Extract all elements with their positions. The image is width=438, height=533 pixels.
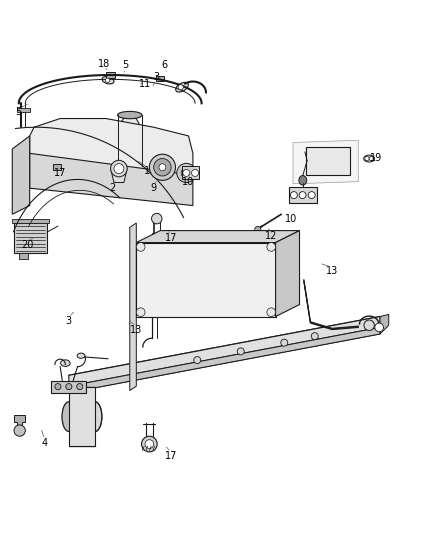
Ellipse shape (176, 82, 188, 92)
Circle shape (364, 320, 374, 330)
Circle shape (114, 164, 124, 174)
Text: 18: 18 (98, 59, 110, 69)
Circle shape (66, 384, 72, 390)
Circle shape (369, 156, 374, 161)
Bar (53, 164, 60, 170)
Polygon shape (12, 136, 30, 214)
Circle shape (141, 436, 157, 452)
Circle shape (299, 192, 306, 199)
Circle shape (177, 163, 196, 182)
Circle shape (14, 425, 25, 436)
Circle shape (281, 339, 288, 346)
Polygon shape (69, 317, 380, 386)
Circle shape (152, 213, 162, 224)
Circle shape (183, 169, 190, 176)
Polygon shape (293, 140, 358, 184)
Circle shape (159, 164, 166, 171)
Text: 2: 2 (109, 183, 116, 193)
Text: 1: 1 (144, 166, 150, 176)
Text: 17: 17 (54, 168, 66, 178)
Circle shape (375, 323, 384, 332)
Circle shape (311, 333, 318, 340)
Ellipse shape (88, 402, 102, 431)
Polygon shape (276, 231, 300, 317)
Text: 17: 17 (165, 233, 177, 243)
Polygon shape (182, 166, 199, 180)
Text: 3: 3 (153, 72, 159, 82)
Circle shape (267, 243, 276, 251)
Circle shape (136, 308, 145, 317)
Circle shape (237, 348, 244, 355)
Bar (156, 76, 164, 81)
Circle shape (178, 85, 184, 90)
Circle shape (136, 243, 145, 251)
Ellipse shape (77, 353, 85, 358)
Polygon shape (69, 327, 380, 393)
Circle shape (290, 192, 297, 199)
Circle shape (149, 154, 176, 180)
Polygon shape (136, 243, 276, 317)
Polygon shape (380, 314, 389, 334)
Text: 3: 3 (66, 316, 72, 326)
Ellipse shape (117, 111, 142, 119)
Polygon shape (14, 415, 25, 429)
Polygon shape (19, 254, 28, 259)
Text: 10: 10 (285, 214, 297, 224)
Polygon shape (136, 231, 300, 243)
Polygon shape (69, 387, 95, 446)
Polygon shape (30, 118, 193, 188)
Ellipse shape (312, 155, 322, 167)
Ellipse shape (117, 115, 142, 166)
Circle shape (365, 156, 369, 161)
Bar (106, 71, 116, 78)
Polygon shape (111, 168, 127, 182)
Text: 17: 17 (165, 451, 177, 461)
Ellipse shape (88, 402, 102, 431)
Text: 10: 10 (182, 176, 194, 187)
Polygon shape (17, 108, 30, 112)
Text: 9: 9 (151, 183, 157, 193)
Circle shape (154, 158, 171, 176)
Polygon shape (12, 219, 49, 223)
Text: 12: 12 (265, 231, 277, 241)
Ellipse shape (364, 155, 374, 162)
Text: 13: 13 (326, 266, 338, 276)
Text: 6: 6 (162, 60, 168, 70)
Ellipse shape (329, 155, 339, 167)
Ellipse shape (299, 175, 307, 185)
Ellipse shape (60, 360, 70, 366)
Circle shape (194, 357, 201, 364)
Text: 19: 19 (370, 152, 382, 163)
Text: 5: 5 (122, 60, 128, 70)
Circle shape (77, 384, 83, 390)
Circle shape (155, 235, 160, 239)
Ellipse shape (62, 402, 76, 431)
Circle shape (181, 168, 191, 178)
Polygon shape (289, 187, 317, 204)
Text: 5: 5 (16, 107, 22, 117)
Polygon shape (152, 233, 162, 241)
Circle shape (106, 78, 110, 83)
Text: 4: 4 (42, 438, 48, 448)
Polygon shape (306, 147, 350, 175)
Text: 13: 13 (130, 325, 142, 335)
Circle shape (308, 192, 315, 199)
Polygon shape (14, 223, 47, 254)
Polygon shape (51, 381, 86, 393)
Circle shape (267, 308, 276, 317)
Circle shape (111, 160, 127, 177)
Polygon shape (130, 223, 136, 391)
Ellipse shape (102, 77, 114, 84)
Circle shape (145, 440, 154, 448)
Circle shape (55, 384, 61, 390)
Circle shape (191, 169, 198, 176)
Ellipse shape (117, 162, 142, 169)
Text: 20: 20 (21, 240, 34, 250)
Circle shape (254, 227, 261, 232)
Polygon shape (30, 154, 193, 206)
Text: 11: 11 (139, 79, 151, 88)
